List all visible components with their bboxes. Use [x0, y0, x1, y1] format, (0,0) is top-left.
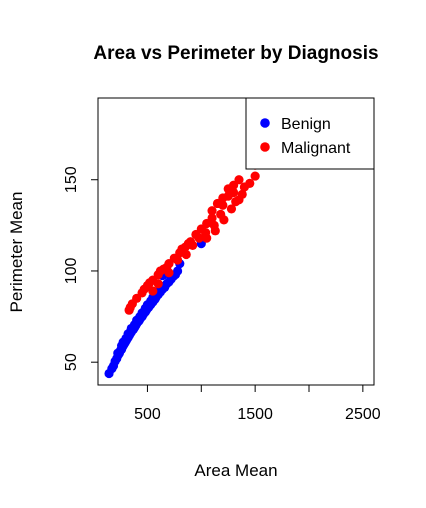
chart-title: Area vs Perimeter by Diagnosis: [93, 43, 378, 64]
point-malignant-38: [124, 305, 134, 315]
legend-marker-malignant: [260, 142, 270, 152]
point-malignant-15: [250, 171, 260, 181]
y-tick-label-100: 100: [63, 258, 80, 285]
plot-area-border: [97, 97, 375, 386]
point-benign-69: [113, 348, 123, 358]
point-malignant-42: [173, 255, 183, 265]
point-malignant-23: [207, 213, 217, 223]
point-malignant-39: [148, 286, 158, 296]
y-tick-label-150: 150: [63, 166, 80, 193]
x-axis-label: Area Mean: [194, 461, 277, 480]
legend-box: [245, 97, 375, 170]
point-malignant-53: [231, 197, 241, 207]
legend-label-malignant: Malignant: [281, 140, 351, 157]
x-tick-label-2500: 2500: [345, 406, 381, 423]
x-tick-label-500: 500: [134, 406, 161, 423]
point-benign-74: [144, 301, 154, 311]
y-axis-label: Perimeter Mean: [7, 192, 26, 313]
point-malignant-49: [202, 233, 212, 243]
point-malignant-58: [162, 262, 172, 272]
x-tick-label-1500: 1500: [237, 406, 273, 423]
point-malignant-60: [183, 238, 193, 249]
legend: Benign Malignant: [245, 97, 375, 170]
point-malignant-20: [229, 180, 239, 190]
point-malignant-16: [207, 206, 217, 216]
legend-label-benign: Benign: [281, 116, 331, 133]
point-malignant-18: [218, 200, 228, 210]
axes-layer: 500 1500 2500 50 100 150: [63, 166, 381, 423]
point-malignant-50: [210, 226, 220, 236]
point-malignant-14: [245, 178, 255, 188]
point-malignant-56: [144, 278, 155, 288]
point-malignant-40: [153, 279, 163, 289]
point-malignant-54: [237, 189, 247, 199]
point-malignant-51: [219, 215, 229, 225]
point-benign-72: [133, 314, 143, 324]
point-malignant-45: [194, 233, 204, 243]
y-tick-label-50: 50: [63, 353, 80, 371]
point-malignant-59: [177, 244, 187, 254]
point-benign-71: [126, 326, 136, 336]
point-benign-50: [173, 266, 183, 276]
point-malignant-52: [226, 204, 237, 214]
point-benign-70: [118, 337, 128, 347]
point-benign-73: [139, 307, 149, 317]
point-malignant-55: [139, 284, 149, 294]
legend-marker-benign: [260, 118, 270, 128]
point-malignant-19: [223, 191, 233, 201]
